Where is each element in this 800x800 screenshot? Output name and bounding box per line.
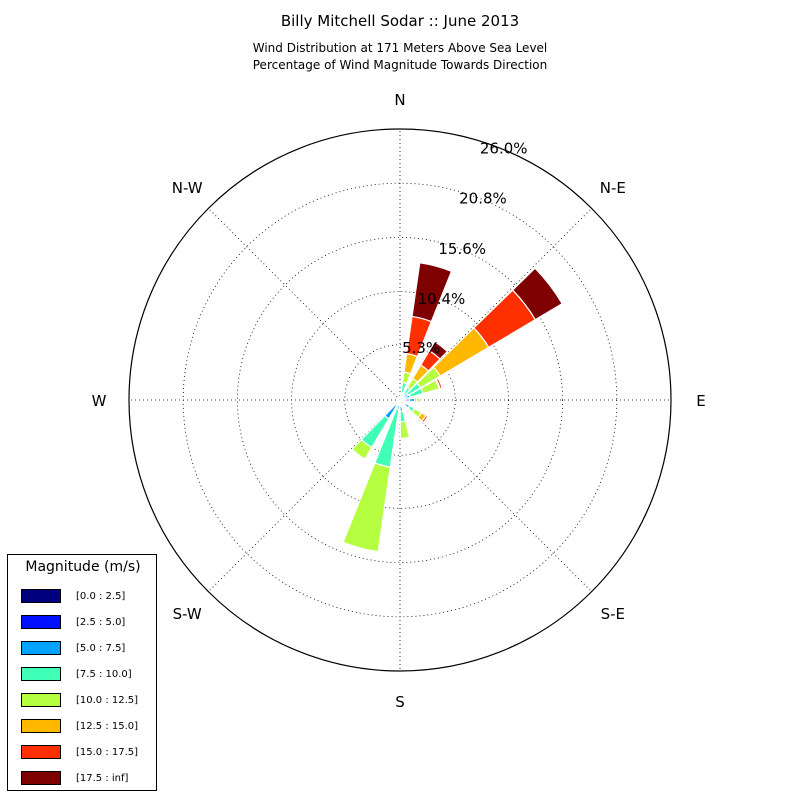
legend-item: [15.0 : 17.5] <box>21 744 138 760</box>
legend-swatch <box>21 667 61 681</box>
radial-tick-label: 15.6% <box>438 240 486 258</box>
legend-label: [10.0 : 12.5] <box>76 694 139 706</box>
direction-label-s-w: S-W <box>173 605 202 623</box>
wedge-sector6-bin5 <box>399 436 411 441</box>
chart-title: Billy Mitchell Sodar :: June 2013 <box>280 12 520 30</box>
legend-swatch <box>21 589 61 603</box>
wedge-sector8-bin4 <box>351 438 373 460</box>
radial-tick-label: 26.0% <box>480 140 528 158</box>
grid-circle <box>344 344 456 456</box>
direction-label-n-e: N-E <box>600 179 626 197</box>
wedge-sector5-bin6 <box>420 414 429 424</box>
legend-item: [7.5 : 10.0] <box>21 666 132 682</box>
direction-label-n-w: N-W <box>172 179 203 197</box>
direction-label-s-e: S-E <box>601 605 625 623</box>
legend-item: [10.0 : 12.5] <box>21 692 138 708</box>
legend-item: [2.5 : 5.0] <box>21 614 125 630</box>
wedge-sector6-bin4 <box>399 420 411 440</box>
legend-swatch <box>21 641 61 655</box>
legend-swatch <box>21 693 61 707</box>
chart-subtitle-line2: Percentage of Wind Magnitude Towards Dir… <box>252 58 548 72</box>
direction-label-w: W <box>92 392 107 410</box>
legend-item: [0.0 : 2.5] <box>21 588 125 604</box>
legend-swatch <box>21 719 61 733</box>
wedge-sector4-bin4 <box>415 396 421 404</box>
legend-item: [12.5 : 15.0] <box>21 718 138 734</box>
direction-label-n: N <box>394 91 405 109</box>
direction-label-s: S <box>395 693 405 711</box>
legend-label: [7.5 : 10.0] <box>76 668 132 680</box>
legend-label: [0.0 : 2.5] <box>76 590 126 602</box>
legend-title: Magnitude (m/s) <box>25 559 141 575</box>
wedge-sector7-bin4 <box>342 462 392 553</box>
direction-label-e: E <box>696 392 705 410</box>
wedge-sector1-bin7 <box>428 340 449 360</box>
legend-label: [5.0 : 7.5] <box>76 642 126 654</box>
legend-swatch <box>21 771 61 785</box>
chart-subtitle-line1: Wind Distribution at 171 Meters Above Se… <box>252 41 548 55</box>
chart-legend: Magnitude (m/s) [0.0 : 2.5] [2.5 : 5.0] [5… <box>7 554 157 791</box>
legend-item: [17.5 : inf] <box>21 770 128 786</box>
legend-swatch <box>21 615 61 629</box>
wedge-sector2-bin7 <box>511 267 564 321</box>
grid-spoke <box>399 399 592 592</box>
legend-label: [15.0 : 17.5] <box>76 746 139 758</box>
radial-tick-label: 10.4% <box>418 290 466 308</box>
legend-label: [2.5 : 5.0] <box>76 616 126 628</box>
wedge-sector0-bin7 <box>411 262 453 323</box>
grid-spoke <box>208 208 401 401</box>
legend-swatch <box>21 745 61 759</box>
outer-circle <box>128 128 672 672</box>
radial-tick-label: 5.3% <box>402 339 440 357</box>
wedge-sector4-bin2 <box>408 397 416 403</box>
legend-label: [17.5 : inf] <box>76 772 129 784</box>
radial-tick-label: 20.8% <box>459 190 507 208</box>
legend-item: [5.0 : 7.5] <box>21 640 125 656</box>
legend-label: [12.5 : 15.0] <box>76 720 139 732</box>
wedge-sector3-bin6 <box>435 377 443 390</box>
wedge-sector6-bin3 <box>399 410 407 423</box>
grid-circle <box>236 236 564 564</box>
wedge-sector9-bin3 <box>391 400 396 405</box>
